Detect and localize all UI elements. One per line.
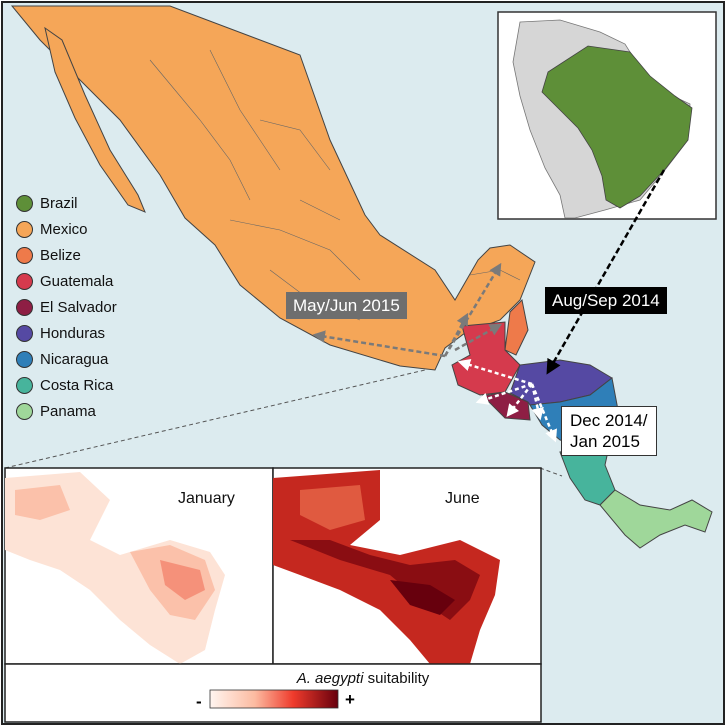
belize-region: [504, 298, 529, 356]
panama-swatch: [16, 402, 33, 420]
legend-item-mexico: Mexico: [16, 216, 117, 242]
legend-label: Honduras: [40, 324, 106, 342]
legend-label: Panama: [40, 402, 96, 420]
aug-sep-callout: Aug/Sep 2014: [545, 287, 667, 314]
legend-label: Costa Rica: [40, 376, 114, 394]
honduras-swatch: [16, 324, 33, 342]
brazil-swatch: [16, 194, 33, 212]
el-salvador-swatch: [16, 298, 33, 316]
aug-sep-arrow: [546, 169, 666, 375]
scale-label: suitability: [367, 670, 430, 687]
dec-jan-arrows: [457, 358, 557, 443]
legend-label: El Salvador: [40, 298, 117, 316]
legend-label: Belize: [40, 246, 81, 264]
scale-max-label: +: [345, 690, 355, 709]
january-panel: [4, 467, 274, 665]
zoom-leader-left: [4, 369, 426, 469]
legend-label: Mexico: [40, 220, 88, 238]
legend-item-costa-rica: Costa Rica: [16, 372, 117, 398]
legend-item-honduras: Honduras: [16, 320, 117, 346]
dec-jan-line2: Jan 2015: [570, 432, 640, 451]
nicaragua-swatch: [16, 350, 33, 368]
legend-label: Guatemala: [40, 272, 114, 290]
june-title: June: [445, 490, 480, 507]
scale-min-label: -: [196, 692, 202, 711]
may-jun-callout: May/Jun 2015: [286, 292, 407, 319]
panama-region: [599, 489, 713, 549]
brazil-region: [541, 45, 693, 209]
legend-item-belize: Belize: [16, 242, 117, 268]
guatemala-swatch: [16, 272, 33, 290]
scale-title: A. aegypti suitability: [0, 670, 726, 687]
zoom-leader-right: [539, 467, 563, 477]
june-panel: [272, 467, 542, 665]
mexico-swatch: [16, 220, 33, 238]
legend-label: Nicaragua: [40, 350, 109, 368]
may-jun-arrows: [312, 262, 503, 358]
south-america-inset: [497, 11, 717, 220]
dec-jan-callout: Dec 2014/ Jan 2015: [561, 406, 657, 456]
legend-item-guatemala: Guatemala: [16, 268, 117, 294]
january-title: January: [178, 490, 235, 507]
dec-jan-line1: Dec 2014/: [570, 411, 648, 430]
legend-item-brazil: Brazil: [16, 190, 117, 216]
legend-item-panama: Panama: [16, 398, 117, 424]
belize-swatch: [16, 246, 33, 264]
baja-california-region: [44, 26, 146, 213]
suitability-color-bar: [209, 689, 339, 709]
legend-label: Brazil: [40, 194, 78, 212]
legend-item-el-salvador: El Salvador: [16, 294, 117, 320]
legend-item-nicaragua: Nicaragua: [16, 346, 117, 372]
costa-rica-swatch: [16, 376, 33, 394]
legend: Brazil Mexico Belize Guatemala El Salvad…: [16, 190, 117, 424]
species-name: A. aegypti: [296, 670, 364, 687]
